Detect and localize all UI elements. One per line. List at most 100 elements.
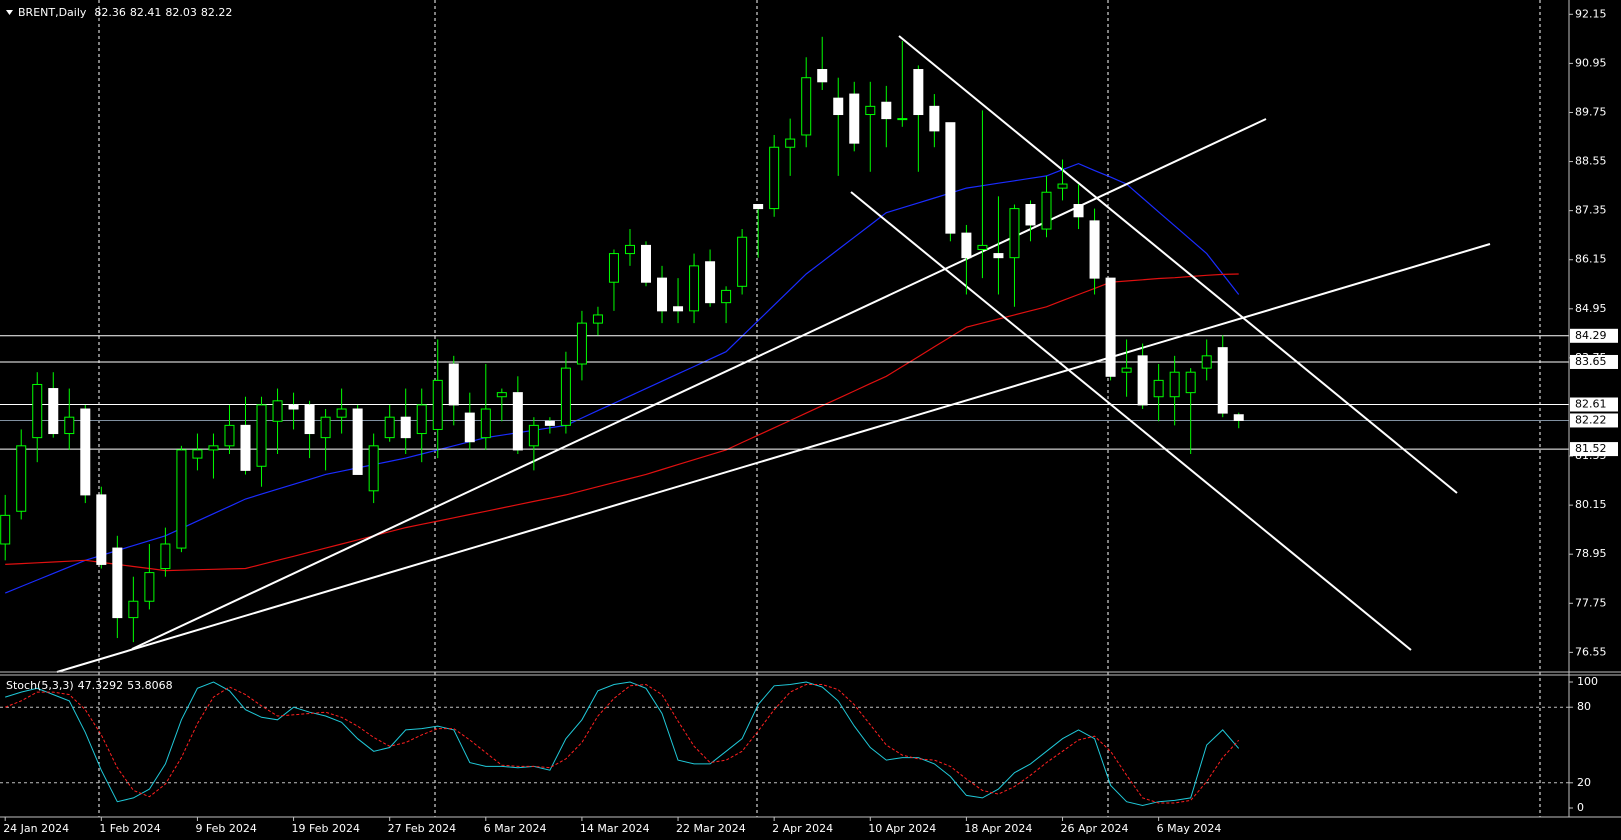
candle-body <box>1121 367 1132 373</box>
candle-body <box>16 445 27 512</box>
level-label: 84.29 <box>1575 329 1607 342</box>
candle-body <box>1153 379 1164 398</box>
candle-body <box>1105 277 1116 377</box>
candle-body <box>448 363 459 406</box>
candle-body <box>336 408 347 418</box>
quote-high: 82.41 <box>130 6 162 19</box>
candle-body <box>624 244 635 255</box>
candle-body <box>801 77 812 136</box>
bid-label-box <box>1570 413 1618 428</box>
x-tick-label: 26 Apr 2024 <box>1061 822 1129 835</box>
candle-body <box>1057 183 1068 189</box>
candle-body <box>368 445 379 492</box>
x-tick-label: 19 Feb 2024 <box>292 822 360 835</box>
candle-body <box>849 93 860 144</box>
x-tick-label: 9 Feb 2024 <box>195 822 256 835</box>
candle-body <box>817 69 828 83</box>
indicator-d: 53.8068 <box>127 679 173 692</box>
candle-body <box>80 408 91 496</box>
candle-body <box>705 261 716 304</box>
candle-body <box>897 118 908 121</box>
candle-body <box>384 416 395 439</box>
candle-body <box>1217 347 1228 414</box>
candle-body <box>673 306 684 312</box>
candle-body <box>977 244 988 250</box>
level-label-box <box>1570 442 1618 457</box>
candle-body <box>592 314 603 324</box>
candle-body <box>689 265 700 312</box>
candle-body <box>1137 355 1148 406</box>
candle-body <box>1089 220 1100 279</box>
candle-body <box>1025 204 1036 226</box>
level-label: 83.65 <box>1575 355 1607 368</box>
y-tick-label: 80 <box>1577 700 1591 713</box>
candle-body <box>833 97 844 116</box>
candle-body <box>0 514 11 545</box>
x-tick-label: 24 Jan 2024 <box>3 822 69 835</box>
y-tick-label: 86.15 <box>1575 253 1607 266</box>
candle-body <box>528 424 539 447</box>
indicator-k: 47.3292 <box>78 679 124 692</box>
candle-body <box>913 69 924 116</box>
y-tick-label: 76.55 <box>1575 645 1607 658</box>
candle-body <box>176 449 187 549</box>
ma-layer <box>0 162 1569 807</box>
y-tick-label: 84.95 <box>1575 302 1607 315</box>
level-label: 82.61 <box>1575 398 1607 411</box>
candle-body <box>961 232 972 259</box>
x-tick-label: 22 Mar 2024 <box>676 822 746 835</box>
candle-body <box>576 322 587 365</box>
x-tick-label: 18 Apr 2024 <box>964 822 1032 835</box>
labels-layer: 92.1590.9589.7588.5587.3586.1584.9583.75… <box>3 7 1618 835</box>
candle-body <box>881 101 892 120</box>
axis-layer <box>0 0 1621 818</box>
y-tick-label: 88.55 <box>1575 155 1607 168</box>
chart-header: BRENT,Daily 82.36 82.41 82.03 82.22 <box>18 6 232 19</box>
candle-body <box>464 412 475 443</box>
candle-body <box>128 600 139 619</box>
level-label-box <box>1570 397 1618 412</box>
y-tick-label: 89.75 <box>1575 105 1607 118</box>
candle-body <box>352 408 363 475</box>
trendline <box>850 191 1412 651</box>
x-tick-label: 10 Apr 2024 <box>868 822 936 835</box>
candle-body <box>416 404 427 435</box>
candle-body <box>1169 371 1180 398</box>
menu-triangle <box>6 10 13 15</box>
candle-body <box>1233 414 1244 421</box>
y-tick-label: 78.95 <box>1575 547 1607 560</box>
candle-body <box>64 416 75 435</box>
level-label-box <box>1570 328 1618 343</box>
trendline <box>898 35 1458 494</box>
candle-body <box>48 388 59 435</box>
y-tick-label: 20 <box>1577 776 1591 789</box>
indicator-title: Stoch(5,3,3) <box>6 679 74 692</box>
candle-body <box>560 367 571 426</box>
candle-body <box>96 494 107 565</box>
candle-body <box>785 138 796 148</box>
candle-body <box>320 416 331 439</box>
candle-body <box>608 253 619 283</box>
candle-body <box>1009 208 1020 259</box>
x-tick-label: 1 Feb 2024 <box>99 822 160 835</box>
candle-body <box>1073 204 1084 218</box>
candle-body <box>945 122 956 234</box>
x-tick-label: 6 Mar 2024 <box>484 822 547 835</box>
stoch-line <box>5 683 1240 804</box>
candle-body <box>769 146 780 210</box>
y-tick-label: 77.75 <box>1575 596 1607 609</box>
level-label: 81.52 <box>1575 442 1607 455</box>
candle-body <box>641 244 651 283</box>
y-tick-label: 0 <box>1577 801 1584 814</box>
candle-body <box>480 408 491 439</box>
candle-body <box>192 449 203 459</box>
candle-body <box>112 547 123 619</box>
candle-body <box>272 400 283 422</box>
candle-body <box>288 404 299 410</box>
y-tick-label: 92.15 <box>1575 7 1607 20</box>
bid-label: 82.22 <box>1575 413 1607 426</box>
moving-average <box>5 273 1239 572</box>
x-tick-label: 27 Feb 2024 <box>388 822 456 835</box>
